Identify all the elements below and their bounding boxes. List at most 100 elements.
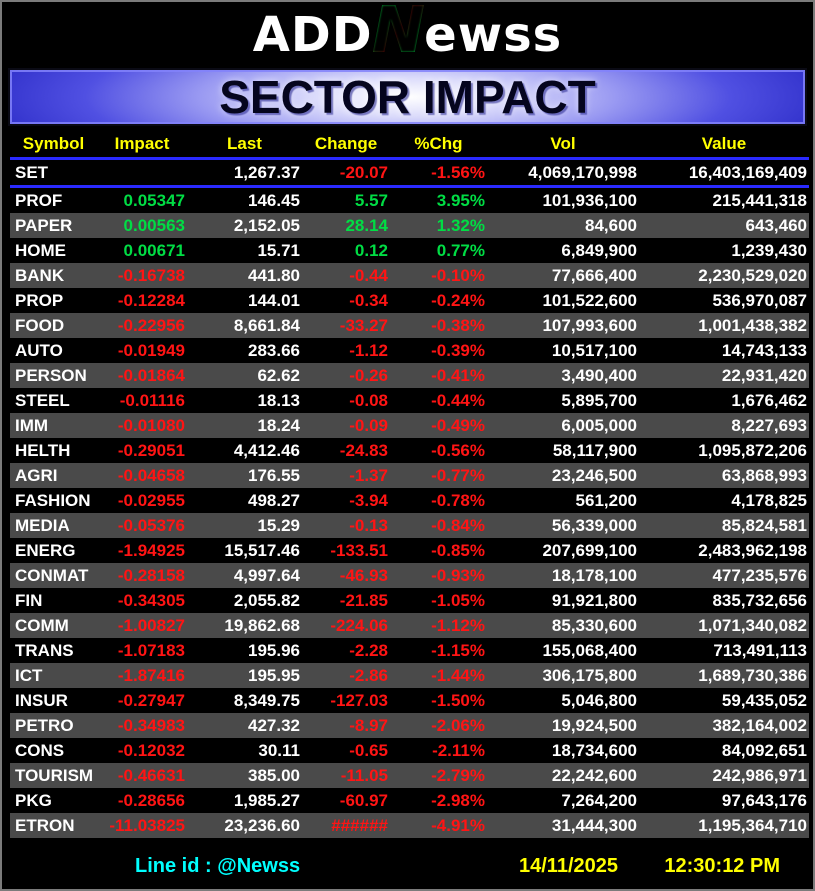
- symbol-cell: IMM: [15, 415, 49, 435]
- table-row: STEEL -0.01116 18.13 -0.08 -0.44% 5,895,700 1,…: [10, 388, 809, 413]
- sector-rows: PROF 0.05347 146.45 5.57 3.95% 101,936,100 215…: [10, 188, 809, 838]
- set-vol: 4,069,170,998: [528, 162, 637, 182]
- change-cell: 28.14: [345, 215, 388, 235]
- pctchg-cell: 3.95%: [436, 190, 485, 210]
- value-cell: 1,071,340,082: [698, 615, 807, 635]
- table-row: HOME 0.00671 15.71 0.12 0.77% 6,849,900 1,239,…: [10, 238, 809, 263]
- value-cell: 1,001,438,382: [698, 315, 807, 335]
- vol-cell: 101,522,600: [542, 290, 637, 310]
- last-cell: 62.62: [257, 365, 300, 385]
- change-cell: -1.37: [349, 465, 388, 485]
- last-cell: 385.00: [248, 765, 300, 785]
- value-cell: 477,235,576: [712, 565, 807, 585]
- vol-cell: 5,895,700: [561, 390, 637, 410]
- set-pctchg: -1.56%: [431, 162, 485, 182]
- vol-cell: 85,330,600: [551, 615, 637, 635]
- pctchg-cell: -2.11%: [432, 740, 485, 760]
- table-row: TRANS -1.07183 195.96 -2.28 -1.15% 155,068,40…: [10, 638, 809, 663]
- pctchg-cell: -0.93%: [431, 565, 485, 585]
- vol-cell: 6,005,000: [561, 415, 637, 435]
- set-last: 1,267.37: [233, 162, 300, 182]
- change-cell: -2.86: [349, 665, 388, 685]
- table-row: PAPER 0.00563 2,152.05 28.14 1.32% 84,600 643,…: [10, 213, 809, 238]
- col-header-value: Value: [701, 134, 747, 153]
- vol-cell: 5,046,800: [561, 690, 637, 710]
- change-cell: 5.57: [354, 190, 388, 210]
- change-cell: -0.26: [349, 365, 388, 385]
- set-divider: [10, 185, 809, 188]
- symbol-cell: FOOD: [15, 315, 65, 335]
- table-row: PKG -0.28656 1,985.27 -60.97 -2.98% 7,264,200…: [10, 788, 809, 813]
- pctchg-cell: -0.78%: [431, 490, 485, 510]
- symbol-cell: FASHION: [15, 490, 91, 510]
- change-cell: -127.03: [330, 690, 388, 710]
- value-cell: 14,743,133: [721, 340, 807, 360]
- symbol-cell: PROP: [15, 290, 64, 310]
- vol-cell: 155,068,400: [542, 640, 637, 660]
- symbol-cell: ICT: [15, 665, 43, 685]
- change-cell: -1.12: [349, 340, 388, 360]
- vol-cell: 31,444,300: [551, 815, 637, 835]
- pctchg-cell: -0.85%: [431, 540, 485, 560]
- value-cell: 8,227,693: [731, 415, 807, 435]
- value-cell: 242,986,971: [712, 765, 807, 785]
- change-cell: -46.93: [339, 565, 388, 585]
- table-row: BANK -0.16738 441.80 -0.44 -0.10% 77,666,400 2…: [10, 263, 809, 288]
- last-cell: 15,517.46: [224, 540, 300, 560]
- last-cell: 195.95: [248, 665, 300, 685]
- impact-cell: -1.94925: [117, 540, 185, 560]
- value-cell: 215,441,318: [712, 190, 807, 210]
- change-cell: 0.12: [354, 240, 388, 260]
- pctchg-cell: -1.15%: [431, 640, 485, 660]
- impact-cell: 0.05347: [123, 190, 185, 210]
- symbol-cell: CONMAT: [15, 565, 89, 585]
- col-header-vol: Vol: [550, 134, 576, 153]
- symbol-cell: COMM: [15, 615, 69, 635]
- header-divider: [10, 157, 809, 160]
- impact-cell: -0.02955: [117, 490, 185, 510]
- date-label: 14/11/2025: [519, 855, 618, 877]
- change-cell: -2.28: [349, 640, 388, 660]
- value-cell: 4,178,825: [731, 490, 807, 510]
- table-row: COMM -1.00827 19,862.68 -224.06 -1.12% 85,330…: [10, 613, 809, 638]
- pctchg-cell: -0.24%: [431, 290, 485, 310]
- impact-cell: -0.22956: [117, 315, 185, 335]
- logo-accent-n: N: [371, 0, 427, 68]
- change-cell: -11.05: [340, 765, 388, 785]
- pctchg-cell: -1.44%: [431, 665, 485, 685]
- last-cell: 498.27: [248, 490, 300, 510]
- symbol-cell: TRANS: [15, 640, 74, 660]
- impact-cell: -1.87416: [117, 665, 185, 685]
- pctchg-cell: -0.44%: [431, 390, 485, 410]
- pctchg-cell: -1.05%: [431, 590, 485, 610]
- pctchg-cell: -0.77%: [431, 465, 485, 485]
- page-title: SECTOR IMPACT: [219, 71, 596, 123]
- table-row: PETRO -0.34983 427.32 -8.97 -2.06% 19,924,500…: [10, 713, 809, 738]
- impact-cell: -0.12284: [117, 290, 185, 310]
- time-label: 12:30:12 PM: [664, 855, 780, 877]
- impact-cell: 0.00563: [123, 215, 185, 235]
- change-cell: ######: [331, 815, 388, 835]
- table-row: HELTH -0.29051 4,412.46 -24.83 -0.56% 58,117,…: [10, 438, 809, 463]
- table-row: IMM -0.01080 18.24 -0.09 -0.49% 6,005,000 8,22…: [10, 413, 809, 438]
- vol-cell: 7,264,200: [561, 790, 637, 810]
- vol-cell: 56,339,000: [551, 515, 637, 535]
- vol-cell: 23,246,500: [551, 465, 637, 485]
- last-cell: 30.11: [258, 740, 300, 760]
- last-cell: 146.45: [248, 190, 300, 210]
- change-cell: -0.65: [349, 740, 388, 760]
- change-cell: -24.83: [339, 440, 388, 460]
- change-cell: -21.85: [339, 590, 388, 610]
- vol-cell: 84,600: [585, 215, 637, 235]
- last-cell: 283.66: [248, 340, 300, 360]
- pctchg-cell: -2.79%: [431, 765, 485, 785]
- value-cell: 1,195,364,710: [698, 815, 807, 835]
- pctchg-cell: -0.38%: [431, 315, 485, 335]
- footer: Line id : @Newss 14/11/2025 12:30:12 PM: [2, 839, 813, 889]
- last-cell: 8,661.84: [233, 315, 300, 335]
- addnewss-logo: ADD N ewss: [253, 0, 562, 68]
- symbol-cell: PKG: [15, 790, 52, 810]
- symbol-cell: TOURISM: [15, 765, 94, 785]
- impact-cell: -0.05376: [117, 515, 185, 535]
